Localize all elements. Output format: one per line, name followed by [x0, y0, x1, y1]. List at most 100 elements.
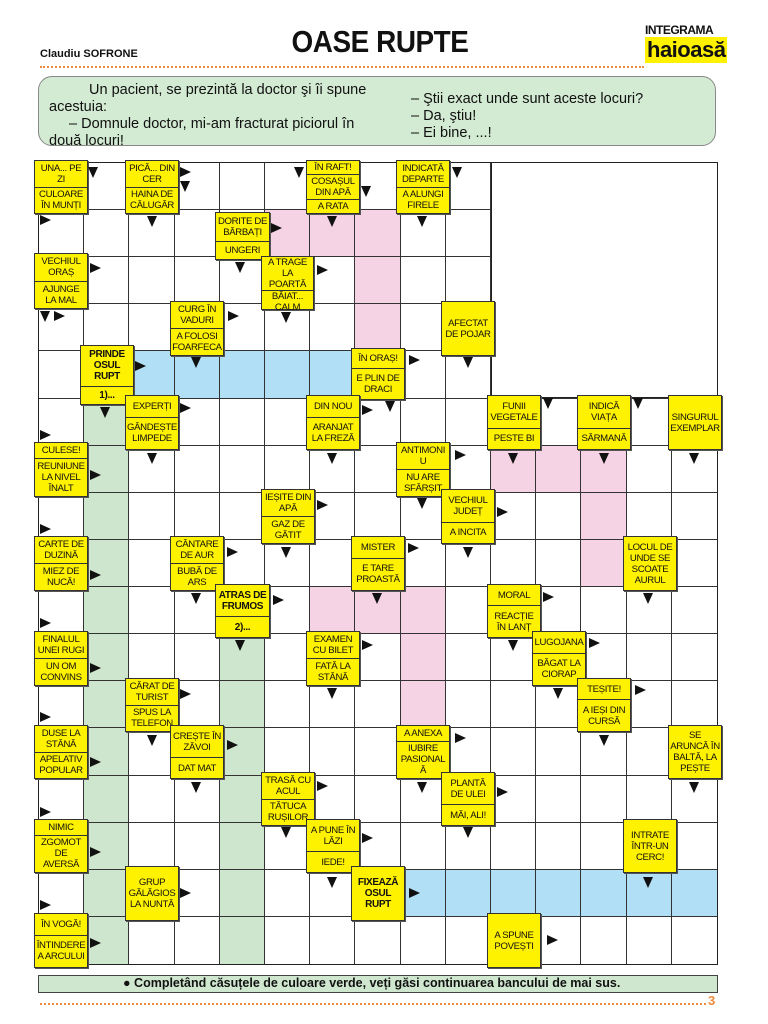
- grid-cell[interactable]: [174, 916, 220, 964]
- grid-cell[interactable]: [265, 634, 311, 682]
- grid-cell[interactable]: [129, 822, 175, 870]
- grid-cell[interactable]: [400, 587, 446, 635]
- grid-cell[interactable]: [536, 869, 582, 917]
- grid-cell[interactable]: [84, 728, 130, 776]
- grid-cell[interactable]: [265, 587, 311, 635]
- grid-cell[interactable]: [581, 492, 627, 540]
- grid-cell[interactable]: [581, 539, 627, 588]
- grid-cell[interactable]: [626, 681, 672, 729]
- grid-cell[interactable]: [491, 445, 537, 493]
- grid-cell[interactable]: [355, 916, 401, 964]
- grid-cell[interactable]: [219, 492, 265, 540]
- grid-cell[interactable]: [400, 681, 446, 729]
- grid-cell[interactable]: [491, 775, 537, 823]
- grid-cell[interactable]: [310, 351, 356, 399]
- grid-cell[interactable]: [355, 681, 401, 729]
- grid-cell[interactable]: [265, 210, 311, 258]
- grid-cell[interactable]: [265, 916, 311, 964]
- grid-cell[interactable]: [310, 304, 356, 352]
- grid-cell[interactable]: [491, 539, 537, 588]
- grid-cell[interactable]: [355, 492, 401, 540]
- grid-cell[interactable]: [581, 634, 627, 682]
- grid-cell[interactable]: [491, 681, 537, 729]
- grid-cell[interactable]: [219, 869, 265, 917]
- grid-cell[interactable]: [400, 398, 446, 446]
- grid-cell[interactable]: [400, 304, 446, 352]
- grid-cell[interactable]: [355, 257, 401, 305]
- grid-cell[interactable]: [84, 634, 130, 682]
- grid-cell[interactable]: [400, 257, 446, 305]
- grid-cell[interactable]: [129, 775, 175, 823]
- grid-cell[interactable]: [84, 398, 130, 446]
- grid-cell[interactable]: [39, 351, 85, 399]
- grid-cell[interactable]: [671, 587, 717, 635]
- grid-cell[interactable]: [671, 681, 717, 729]
- grid-cell[interactable]: [174, 210, 220, 258]
- grid-cell[interactable]: [581, 916, 627, 964]
- grid-cell[interactable]: [626, 445, 672, 493]
- grid-cell[interactable]: [445, 681, 491, 729]
- grid-cell[interactable]: [355, 445, 401, 493]
- grid-cell[interactable]: [355, 304, 401, 352]
- grid-cell[interactable]: [265, 681, 311, 729]
- grid-cell[interactable]: [671, 869, 717, 917]
- grid-cell[interactable]: [129, 634, 175, 682]
- grid-cell[interactable]: [536, 539, 582, 588]
- grid-cell[interactable]: [219, 681, 265, 729]
- grid-cell[interactable]: [84, 869, 130, 917]
- grid-cell[interactable]: [400, 351, 446, 399]
- grid-cell[interactable]: [265, 869, 311, 917]
- grid-cell[interactable]: [355, 822, 401, 870]
- grid-cell[interactable]: [174, 492, 220, 540]
- grid-cell[interactable]: [265, 539, 311, 588]
- grid-cell[interactable]: [219, 728, 265, 776]
- grid-cell[interactable]: [536, 728, 582, 776]
- grid-cell[interactable]: [445, 869, 491, 917]
- grid-cell[interactable]: [219, 398, 265, 446]
- grid-cell[interactable]: [400, 634, 446, 682]
- grid-cell[interactable]: [219, 822, 265, 870]
- grid-cell[interactable]: [310, 587, 356, 635]
- grid-cell[interactable]: [310, 916, 356, 964]
- grid-cell[interactable]: [536, 445, 582, 493]
- grid-cell[interactable]: [84, 775, 130, 823]
- grid-cell[interactable]: [174, 398, 220, 446]
- grid-cell[interactable]: [219, 163, 265, 211]
- grid-cell[interactable]: [174, 445, 220, 493]
- grid-cell[interactable]: [536, 492, 582, 540]
- grid-cell[interactable]: [219, 304, 265, 352]
- grid-cell[interactable]: [445, 210, 491, 258]
- grid-cell[interactable]: [265, 398, 311, 446]
- grid-cell[interactable]: [626, 634, 672, 682]
- grid-cell[interactable]: [671, 822, 717, 870]
- grid-cell[interactable]: [129, 916, 175, 964]
- grid-cell[interactable]: [355, 775, 401, 823]
- grid-cell[interactable]: [445, 587, 491, 635]
- grid-cell[interactable]: [84, 822, 130, 870]
- grid-cell[interactable]: [400, 822, 446, 870]
- grid-cell[interactable]: [129, 257, 175, 305]
- grid-cell[interactable]: [491, 728, 537, 776]
- grid-cell[interactable]: [84, 681, 130, 729]
- grid-cell[interactable]: [265, 351, 311, 399]
- grid-cell[interactable]: [84, 587, 130, 635]
- grid-cell[interactable]: [84, 304, 130, 352]
- grid-cell[interactable]: [671, 634, 717, 682]
- grid-cell[interactable]: [581, 822, 627, 870]
- grid-cell[interactable]: [219, 916, 265, 964]
- grid-cell[interactable]: [445, 445, 491, 493]
- grid-cell[interactable]: [355, 728, 401, 776]
- grid-cell[interactable]: [355, 210, 401, 258]
- grid-cell[interactable]: [581, 869, 627, 917]
- grid-cell[interactable]: [84, 445, 130, 493]
- grid-cell[interactable]: [491, 869, 537, 917]
- grid-cell[interactable]: [310, 728, 356, 776]
- grid-cell[interactable]: [445, 257, 491, 305]
- grid-cell[interactable]: [129, 539, 175, 588]
- grid-cell[interactable]: [581, 587, 627, 635]
- grid-cell[interactable]: [581, 775, 627, 823]
- grid-cell[interactable]: [219, 775, 265, 823]
- grid-cell[interactable]: [129, 351, 175, 399]
- grid-cell[interactable]: [219, 351, 265, 399]
- grid-cell[interactable]: [445, 916, 491, 964]
